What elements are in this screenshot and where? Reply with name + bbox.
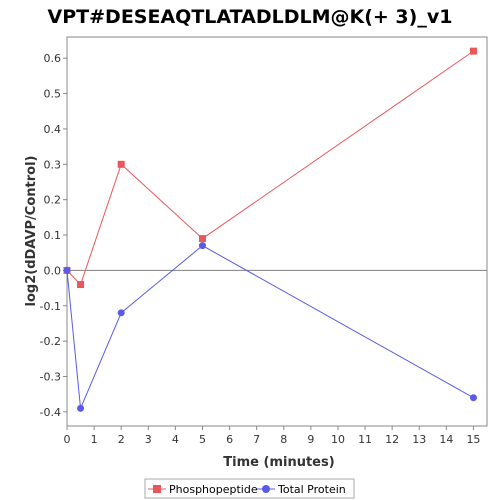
- total-protein-point: [469, 394, 477, 402]
- phosphopeptide-point: [469, 47, 477, 55]
- legend-phosphopeptide-label: Phosphopeptide: [169, 483, 258, 496]
- x-tick-label: 0: [64, 433, 71, 446]
- x-tick-label: 1: [91, 433, 98, 446]
- legend-total-protein-marker: [262, 485, 270, 493]
- legend-phosphopeptide-marker: [153, 485, 161, 493]
- y-tick-label: -0.4: [40, 406, 61, 419]
- x-tick-label: 9: [307, 433, 314, 446]
- x-tick-label: 5: [199, 433, 206, 446]
- legend-total-protein-label: Total Protein: [277, 483, 346, 496]
- x-tick-label: 15: [466, 433, 480, 446]
- y-tick-label: 0.6: [44, 52, 62, 65]
- y-tick-label: -0.2: [40, 335, 61, 348]
- y-tick-label: -0.3: [40, 370, 61, 383]
- x-tick-label: 7: [253, 433, 260, 446]
- legend-items: Phosphopeptide Total Protein: [148, 483, 346, 496]
- total-protein-point: [117, 309, 125, 317]
- y-tick-label: 0.5: [44, 88, 62, 101]
- x-tick-label: 14: [439, 433, 453, 446]
- x-axis-title: Time (minutes): [223, 455, 334, 470]
- plot-area: 0 1 2 3 4 5 6 7 8 9 10 11 12 13 14 15 -0.4-0.3-0.2-0.10…: [40, 36, 488, 446]
- y-tick-label: 0.3: [44, 158, 62, 171]
- x-tick-label: 2: [118, 433, 125, 446]
- phosphopeptide-point: [117, 160, 125, 168]
- y-tick-label: -0.1: [40, 300, 61, 313]
- y-tick-label: 0.0: [44, 264, 62, 277]
- x-tick-label: 4: [172, 433, 179, 446]
- y-tick-label: 0.4: [44, 123, 62, 136]
- y-axis: -0.4 -0.3 -0.2 -0.1 0.0 0.1 0.2 0.3 0.4 0.5 0.6: [40, 52, 67, 419]
- total-protein-point: [77, 404, 85, 412]
- y-tick-label: 0.2: [44, 194, 62, 207]
- y-tick-label: 0.1: [44, 229, 62, 242]
- phosphopeptide-point: [198, 235, 206, 243]
- x-tick-label: 6: [226, 433, 233, 446]
- total-protein-point: [198, 242, 206, 250]
- x-tick-label: 13: [412, 433, 426, 446]
- y-axis-title: log2(dDAVP/Control): [24, 156, 39, 307]
- x-tick-label: 3: [145, 433, 152, 446]
- x-axis: 0 1 2 3 4 5 6 7 8 9 10 11 12 13 14 15: [64, 426, 480, 446]
- chart-title: VPT#DESEAQTLATADLDLM@K(+ 3)_v1: [48, 6, 453, 28]
- x-tick-label: 11: [358, 433, 372, 446]
- plot-frame: [66, 36, 488, 427]
- x-tick-label: 8: [280, 433, 287, 446]
- legend: Phosphopeptide Total Protein: [144, 478, 355, 499]
- x-tick-label: 10: [331, 433, 345, 446]
- series-layer: [63, 47, 477, 412]
- total-protein-point: [63, 266, 71, 274]
- phosphopeptide-point: [77, 281, 85, 289]
- x-tick-label: 12: [385, 433, 399, 446]
- legend-box: [144, 478, 355, 499]
